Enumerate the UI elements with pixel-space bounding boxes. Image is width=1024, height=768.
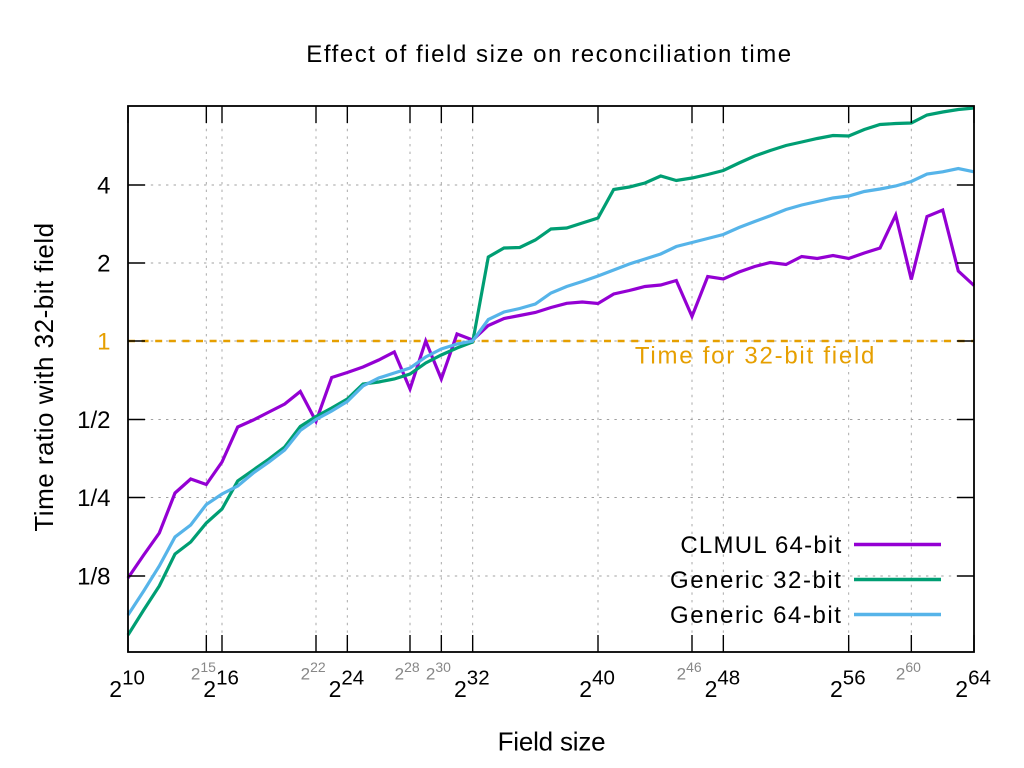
svg-text:32: 32 (467, 667, 490, 690)
svg-text:2: 2 (677, 665, 686, 684)
svg-text:16: 16 (216, 667, 239, 690)
svg-text:48: 48 (717, 667, 740, 690)
svg-text:56: 56 (843, 667, 866, 690)
svg-text:Time for 32-bit field: Time for 32-bit field (635, 343, 876, 370)
svg-text:2: 2 (426, 665, 435, 684)
svg-text:15: 15 (200, 659, 216, 675)
svg-text:2: 2 (203, 676, 216, 702)
svg-text:30: 30 (435, 659, 451, 675)
svg-text:2: 2 (955, 676, 968, 702)
svg-text:2: 2 (830, 676, 843, 702)
svg-text:2: 2 (579, 676, 592, 702)
svg-text:2: 2 (896, 665, 905, 684)
svg-text:64: 64 (968, 667, 991, 690)
svg-text:2: 2 (329, 676, 342, 702)
svg-text:24: 24 (341, 667, 364, 690)
svg-text:Field size: Field size (498, 727, 606, 757)
svg-text:2: 2 (454, 676, 467, 702)
svg-text:28: 28 (404, 659, 420, 675)
svg-text:4: 4 (97, 173, 110, 200)
svg-text:2: 2 (301, 665, 310, 684)
svg-text:CLMUL 64-bit: CLMUL 64-bit (680, 532, 842, 559)
svg-text:1/2: 1/2 (77, 407, 110, 434)
svg-text:22: 22 (310, 659, 326, 675)
svg-text:46: 46 (686, 659, 702, 675)
svg-text:Generic 32-bit: Generic 32-bit (670, 567, 842, 594)
svg-text:1/4: 1/4 (77, 485, 110, 512)
svg-text:2: 2 (395, 665, 404, 684)
svg-text:Time ratio with 32-bit field: Time ratio with 32-bit field (29, 222, 59, 531)
svg-text:2: 2 (97, 251, 110, 278)
svg-text:1: 1 (97, 329, 110, 356)
svg-text:2: 2 (191, 665, 200, 684)
svg-text:Generic 64-bit: Generic 64-bit (670, 602, 842, 629)
svg-text:Effect of field size on reconc: Effect of field size on reconciliation t… (306, 41, 792, 68)
svg-text:1/8: 1/8 (77, 564, 110, 591)
svg-text:10: 10 (122, 667, 145, 690)
svg-text:2: 2 (109, 676, 122, 702)
svg-text:40: 40 (592, 667, 615, 690)
svg-text:60: 60 (905, 659, 921, 675)
svg-text:2: 2 (705, 676, 718, 702)
